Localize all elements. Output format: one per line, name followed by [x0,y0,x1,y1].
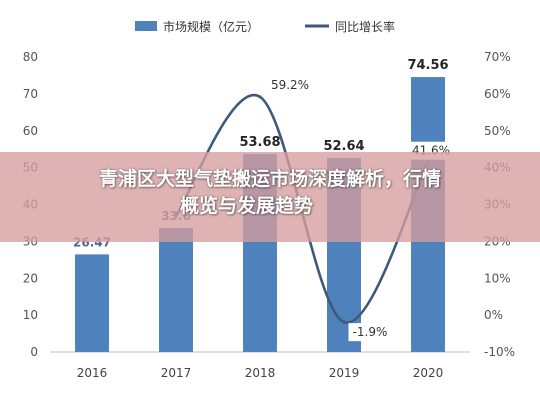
y-left-tick-label: 80 [23,50,38,64]
y-right-tick-label: 50% [484,124,511,138]
legend-label-bar: 市场规模（亿元） [163,19,259,34]
x-tick-label: 2020 [413,366,444,380]
legend-swatch-bar [135,21,157,31]
y-left-tick-label: 0 [30,345,38,359]
banner-title-line2: 概览与发展趋势 [180,195,314,217]
y-right-tick-label: 60% [484,87,511,101]
x-tick-label: 2017 [161,366,192,380]
chart-legend: 市场规模（亿元） 同比增长率 [135,19,395,34]
y-right-tick-label: 0% [484,308,503,322]
line-label-bg [348,323,392,342]
bar-value-label: 52.64 [323,139,364,154]
y-right-tick-label: -10% [484,345,515,359]
title-banner [0,152,540,242]
bar-value-label: 74.56 [407,58,448,73]
bar-2016 [75,254,109,352]
y-right-tick-label: 10% [484,271,511,285]
growth-point-2018 [258,95,262,99]
y-left-tick-label: 60 [23,124,38,138]
growth-point-2019 [342,320,346,324]
bar-2017 [159,228,193,352]
x-tick-label: 2018 [245,366,276,380]
line-label-bg [268,75,312,94]
y-left-tick-label: 20 [23,271,38,285]
bar-value-label: 53.68 [239,135,280,150]
x-tick-label: 2016 [77,366,108,380]
y-left-tick-label: 70 [23,87,38,101]
x-tick-label: 2019 [329,366,360,380]
line-value-label: -1.9% [353,325,388,339]
legend-label-line: 同比增长率 [335,19,395,34]
line-value-label: 59.2% [271,78,309,92]
banner-title: 青浦区大型气垫搬运市场深度解析，行情 概览与发展趋势 [0,166,540,220]
y-left-tick-label: 10 [23,308,38,322]
y-right-tick-label: 70% [484,50,511,64]
banner-title-line1: 青浦区大型气垫搬运市场深度解析，行情 [98,168,441,190]
